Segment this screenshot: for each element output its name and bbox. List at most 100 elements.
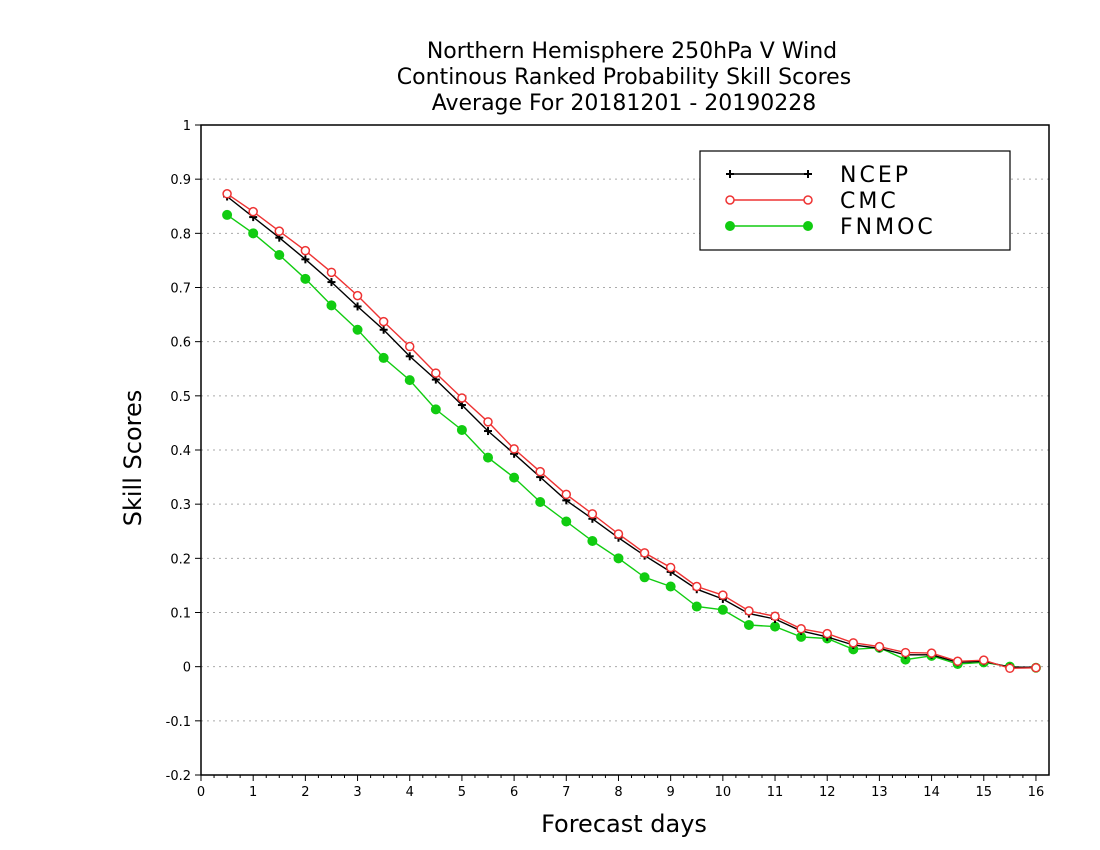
x-tick-label: 4 [406,785,414,800]
y-tick-label: 0.4 [170,444,191,459]
y-tick-label: 0.8 [170,227,191,242]
fnmoc-point [378,352,389,363]
cmc-point [378,316,389,327]
cmc-point [900,647,911,658]
x-tick-label: 1 [249,785,257,800]
cmc-series [222,189,1041,674]
cmc-point [248,206,258,217]
legend-label-cmc: CMC [840,189,899,214]
legend-label-ncep: NCEP [840,163,911,188]
x-tick-label: 12 [819,785,836,800]
axes: -0.2-0.100.10.20.30.40.50.60.70.80.910 1 2… [166,119,1050,800]
cmc-point [352,290,363,301]
chart-title-line-1: Northern Hemisphere 250hPa V Wind [427,39,837,64]
fnmoc-point [665,581,676,592]
cmc-point [803,195,813,205]
y-tick-label: 1 [183,119,191,134]
cmc-point [561,489,572,500]
fnmoc-point [222,209,233,220]
cmc-point [535,466,545,477]
x-tick-label: 6 [510,785,518,800]
cmc-point [718,590,728,600]
fnmoc-point [613,553,624,564]
fnmoc-point [803,221,813,231]
cmc-point [431,368,441,378]
x-tick-label: 15 [975,785,992,800]
cmc-point [979,655,989,665]
x-axis-label: Forecast days [541,810,707,838]
fnmoc-point [274,250,285,260]
fnmoc-series [222,209,1041,673]
x-tick-label: 13 [871,785,888,800]
gridlines [201,178,1049,722]
ncep-point [484,427,493,436]
cmc-point [874,641,885,652]
y-tick-label: 0.9 [170,173,191,188]
ncep-point [379,325,388,334]
cmc-point [822,628,832,639]
x-tick-label: 3 [353,785,361,800]
cmc-point [1031,663,1041,673]
x-tick-label: 7 [562,785,570,800]
cmc-point [725,195,735,205]
cmc-point [613,529,624,539]
x-tick-label: 11 [767,785,784,800]
chart-title-line-3: Average For 20181201 - 20190228 [432,91,817,116]
cmc-point [848,638,859,648]
fnmoc-point [509,472,520,483]
fnmoc-point [326,300,337,311]
x-tick-label: 5 [458,785,466,800]
y-tick-label: 0.5 [170,390,191,405]
fnmoc-point [404,375,415,386]
fnmoc-point [300,273,311,284]
ncep-series [223,192,1040,672]
fnmoc-point [725,221,735,231]
y-tick-label: 0 [183,661,191,676]
cmc-point [770,611,780,622]
fnmoc-point [535,497,546,507]
ncep-point [405,352,414,361]
fnmoc-point [248,228,259,239]
legend-label-fnmoc: FNMOC [840,215,936,240]
cmc-point [300,245,311,256]
fnmoc-point [456,424,467,435]
x-tick-label: 2 [301,785,309,800]
y-tick-label: 0.7 [170,282,191,297]
fnmoc-point [483,452,494,463]
chart-title: Northern Hemisphere 250hPa V Wind Contin… [397,39,851,116]
fnmoc-point [691,601,702,612]
fnmoc-point [639,572,650,583]
y-axis-label: Skill Scores [119,390,147,527]
cmc-point [222,189,232,199]
chart-title-line-2: Continous Ranked Probability Skill Score… [397,65,851,90]
cmc-point [952,656,963,666]
fnmoc-point [352,324,363,335]
y-tick-label: -0.1 [166,715,191,730]
legend-item-fnmoc: FNMOC [725,215,936,240]
x-tick-label: 10 [715,785,732,800]
fnmoc-point [587,536,598,546]
cmc-point [483,417,493,427]
cmc-point [744,606,754,616]
fnmoc-point [717,604,728,615]
fnmoc-point [770,621,781,632]
y-tick-label: 0.2 [170,552,191,567]
legend-item-ncep: NCEP [726,163,911,188]
cmc-point [587,509,598,519]
fnmoc-point [743,619,754,630]
x-tick-label: 16 [1028,785,1045,800]
x-tick-label: 9 [667,785,675,800]
cmc-point [274,226,285,236]
fnmoc-point [430,404,441,415]
cmc-point [926,648,937,658]
cmc-point [796,624,806,634]
ncep-point [353,302,362,311]
ncep-point [327,278,336,287]
x-tick-label: 14 [923,785,940,800]
y-tick-label: 0.6 [170,336,191,351]
series-layer [222,189,1041,674]
cmc-point [1005,663,1015,674]
ncep-point [301,255,310,264]
